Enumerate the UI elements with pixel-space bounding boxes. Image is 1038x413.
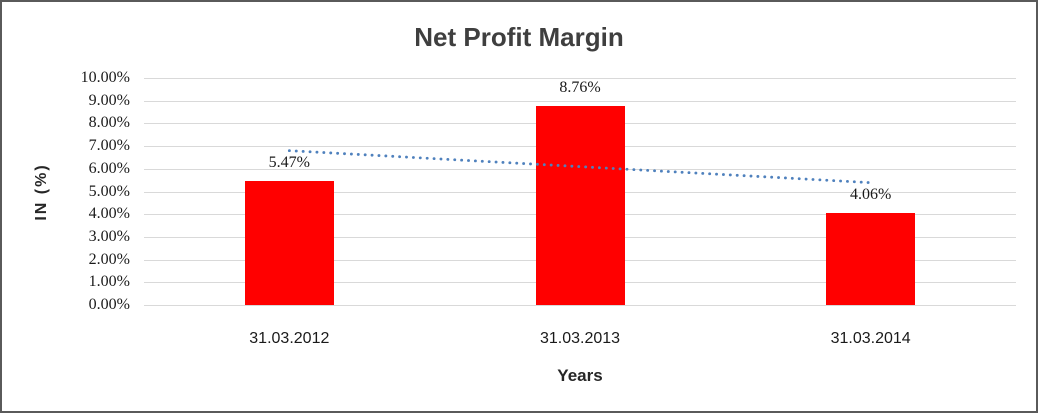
gridline [144, 305, 1016, 306]
data-label: 5.47% [268, 153, 310, 171]
x-axis-tick-label: 31.03.2012 [249, 330, 330, 347]
x-axis-tick-label: 31.03.2014 [830, 330, 911, 347]
x-axis-title: Years [557, 366, 603, 385]
y-axis-tick-label: 3.00% [88, 227, 130, 245]
trendline-dotted [287, 149, 873, 185]
y-axis-tick-label: 6.00% [88, 159, 130, 177]
bar-31.03.2014 [826, 212, 916, 305]
data-label: 4.06% [849, 185, 892, 203]
x-axis-tick-label: 31.03.2013 [539, 330, 621, 347]
y-axis-tick-label: 5.00% [88, 182, 130, 200]
gridline [144, 100, 1016, 102]
gridline [144, 78, 1016, 79]
chart-title: Net Profit Margin [414, 22, 624, 52]
plot-area [144, 78, 1016, 306]
bar-31.03.2012 [244, 180, 334, 305]
y-axis-tick-label: 4.00% [88, 205, 130, 223]
y-axis-tick-label: 9.00% [88, 91, 130, 109]
y-axis-tick-label: 1.00% [88, 273, 130, 291]
bar-31.03.2013 [535, 106, 625, 305]
y-axis-tick-label: 0.00% [88, 296, 130, 313]
y-axis-tick-label: 7.00% [88, 137, 130, 155]
y-axis-tick-label: 8.00% [88, 114, 130, 132]
y-axis-tick-label: 2.00% [88, 250, 130, 268]
y-axis-tick-label: 10.00% [80, 69, 130, 86]
data-label: 8.76% [559, 79, 601, 97]
trendline-line [287, 149, 873, 185]
